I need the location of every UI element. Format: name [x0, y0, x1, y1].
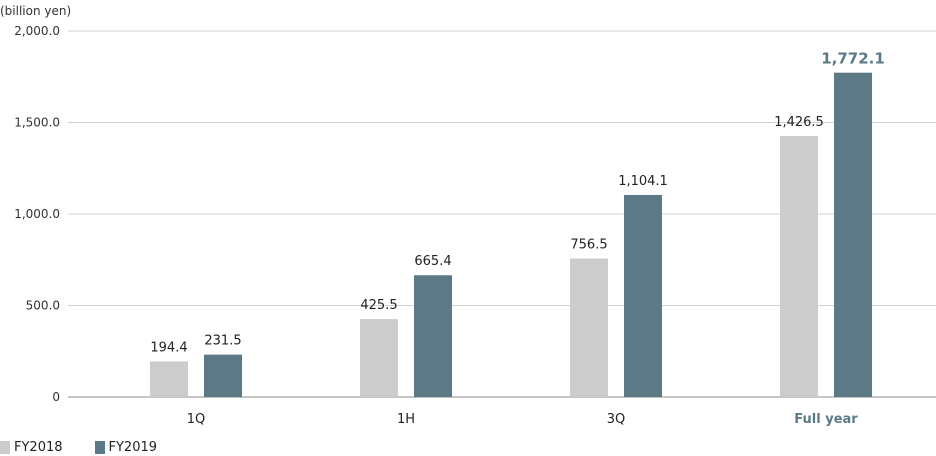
- legend-item-fy2018: FY2018: [0, 440, 63, 455]
- legend-label-fy2018: FY2018: [14, 440, 63, 455]
- legend-swatch-fy2018: [0, 441, 10, 454]
- legend-item-fy2019: FY2019: [94, 440, 158, 455]
- bar-fy2019-full-year: [834, 72, 872, 398]
- value-label: 231.5: [204, 334, 241, 349]
- value-label: 756.5: [570, 238, 607, 253]
- bar-fy2019-3q: [624, 194, 662, 397]
- category-label: 1Q: [187, 412, 206, 427]
- bar-fy2018-3q: [570, 258, 608, 397]
- value-label: 194.4: [150, 340, 187, 355]
- value-label: 1,104.1: [618, 174, 668, 189]
- y-tick-label: 500.0: [26, 299, 60, 313]
- y-tick-label: 2,000.0: [14, 24, 60, 38]
- legend: FY2018 FY2019: [0, 440, 189, 455]
- y-tick-label: 1,500.0: [14, 116, 60, 130]
- value-labels: 194.4 231.5 425.5 665.4 756.5 1,104.1 1,426.5 1…: [150, 50, 884, 356]
- category-label: 3Q: [607, 412, 626, 427]
- y-axis-ticks: 0 500.0 1,000.0 1,500.0 2,000.0: [14, 24, 60, 404]
- category-label: Full year: [794, 412, 858, 427]
- bar-fy2018-full-year: [780, 135, 818, 397]
- y-axis-unit-label: (billion yen): [0, 4, 71, 18]
- y-tick-label: 1,000.0: [14, 207, 60, 221]
- value-label: 1,426.5: [774, 115, 824, 130]
- bar-chart: (billion yen) 0 500.0 1,000.0 1,500.0 2,000.…: [0, 4, 936, 427]
- bars: [150, 72, 872, 398]
- legend-label-fy2019: FY2019: [108, 440, 158, 455]
- bar-fy2018-1q: [150, 361, 188, 397]
- x-axis-categories: 1Q 1H 3Q Full year: [187, 412, 859, 427]
- legend-swatch-fy2019: [94, 441, 105, 454]
- value-label: 425.5: [360, 298, 397, 313]
- category-label: 1H: [397, 412, 415, 427]
- bar-fy2019-1q: [204, 354, 242, 397]
- value-label: 1,772.1: [821, 50, 885, 68]
- bar-fy2019-1h: [414, 275, 452, 397]
- y-tick-label: 0: [52, 390, 60, 404]
- bar-fy2018-1h: [360, 319, 398, 397]
- value-label: 665.4: [414, 254, 451, 269]
